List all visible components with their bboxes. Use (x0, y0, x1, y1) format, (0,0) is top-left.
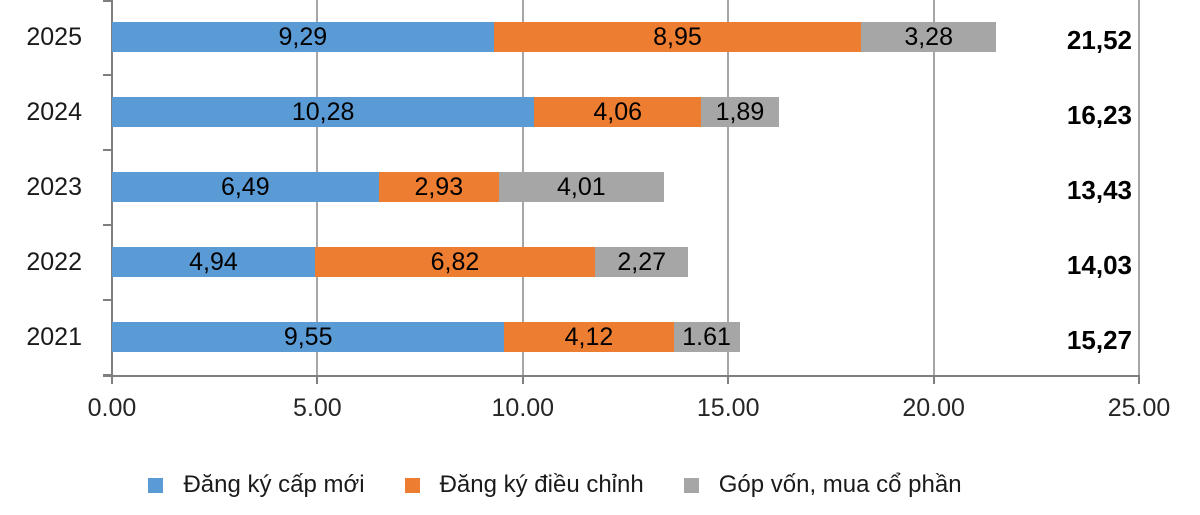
gridline (727, 0, 730, 376)
gridline (932, 0, 935, 376)
row-total: 14,03 (1066, 250, 1132, 280)
bar-segment-label: 6,82 (430, 248, 480, 276)
legend-label: Đăng ký điều chỉnh (439, 471, 644, 498)
year-label: 2023 (26, 173, 82, 201)
x-tick-label: 25.00 (1107, 394, 1171, 422)
category-tick (103, 299, 112, 301)
legend-swatch-icon (683, 477, 699, 493)
bar-segment-orange: 2,93 (378, 172, 499, 202)
bar-segment-label: 10,28 (291, 98, 355, 126)
bar-segment-gray: 4,01 (498, 172, 664, 202)
bar-segment-label: 3,28 (904, 23, 953, 51)
bar-row-2025: 9,29 8,95 3,28 (112, 22, 997, 52)
row-total: 13,43 (1066, 175, 1132, 205)
bar-segment-blue: 10,28 (112, 97, 535, 127)
legend: Đăng ký cấp mới Đăng ký điều chỉnh Góp vốn… (0, 468, 1200, 502)
bar-row-2024: 10,28 4,06 1,89 (112, 97, 779, 127)
legend-item: Đăng ký cấp mới (148, 471, 365, 499)
x-axis-line (103, 375, 1140, 377)
x-axis-tick (316, 375, 319, 384)
bar-segment-label: 6,49 (220, 173, 270, 201)
x-axis-tick (932, 375, 935, 384)
x-axis-tick (111, 375, 113, 384)
bar-segment-label: 2,27 (617, 248, 667, 276)
category-tick (103, 224, 112, 226)
legend-item: Góp vốn, mua cổ phần (683, 471, 962, 499)
year-label: 2025 (26, 23, 82, 51)
bar-segment-label: 4,01 (556, 173, 606, 201)
bar-segment-blue: 9,29 (112, 22, 494, 52)
bar-segment-orange: 4,06 (534, 97, 702, 127)
x-tick-label: 20.00 (902, 394, 965, 422)
category-tick (103, 0, 112, 2)
year-label: 2024 (26, 98, 82, 126)
x-axis-tick (521, 375, 524, 384)
x-tick-label: 10.00 (491, 394, 555, 422)
bar-segment-orange: 8,95 (493, 22, 862, 52)
bar-row-2021: 9,55 4,12 1.61 (112, 322, 740, 352)
bar-row-2022: 4,94 6,82 2,27 (112, 247, 689, 277)
bar-segment-blue: 6,49 (112, 172, 379, 202)
bar-segment-gray: 1,89 (701, 97, 779, 127)
bar-segment-label: 2,93 (414, 173, 464, 201)
bar-segment-blue: 4,94 (112, 247, 315, 277)
x-axis-tick (727, 375, 730, 384)
gridline (1138, 0, 1140, 376)
bar-row-2023: 6,49 2,93 4,01 (112, 172, 664, 202)
year-label: 2022 (26, 248, 82, 276)
legend-item: Đăng ký điều chỉnh (404, 471, 644, 499)
category-tick (103, 374, 112, 376)
bar-segment-gray: 1.61 (673, 322, 740, 352)
bar-segment-label: 1.61 (682, 323, 731, 351)
bar-segment-blue: 9,55 (112, 322, 505, 352)
x-tick-label: 5.00 (293, 394, 342, 422)
row-total: 16,23 (1066, 100, 1132, 130)
legend-label: Góp vốn, mua cổ phần (718, 471, 962, 498)
category-tick (103, 74, 112, 76)
bar-segment-label: 9,55 (283, 323, 333, 351)
legend-swatch-icon (404, 477, 420, 493)
bar-segment-label: 8,95 (653, 23, 702, 51)
category-tick (103, 149, 112, 151)
bar-segment-label: 9,29 (278, 23, 328, 51)
row-total: 15,27 (1066, 325, 1132, 355)
bar-segment-orange: 6,82 (314, 247, 596, 277)
legend-label: Đăng ký cấp mới (183, 471, 365, 498)
bar-segment-label: 4,94 (189, 248, 238, 276)
bar-segment-gray: 3,28 (861, 22, 997, 52)
bar-segment-label: 1,89 (715, 98, 765, 126)
x-axis-tick (1138, 375, 1140, 384)
bar-segment-label: 4,06 (593, 98, 643, 126)
legend-swatch-icon (148, 477, 164, 493)
x-tick-label: 0.00 (87, 394, 137, 422)
row-total: 21,52 (1066, 25, 1132, 55)
bar-segment-gray: 2,27 (595, 247, 689, 277)
bar-segment-label: 4,12 (564, 323, 614, 351)
x-tick-label: 15.00 (696, 394, 760, 422)
year-label: 2021 (26, 323, 82, 351)
bar-segment-orange: 4,12 (504, 322, 674, 352)
